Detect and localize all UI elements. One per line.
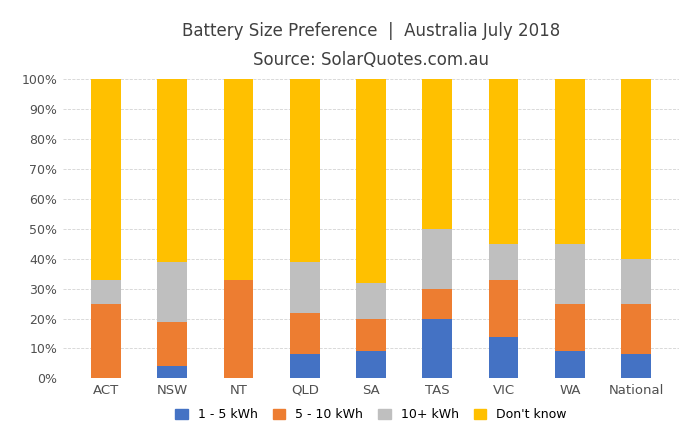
Bar — [422, 79, 452, 229]
Bar — [489, 337, 519, 378]
Bar — [91, 79, 121, 280]
Bar — [555, 352, 584, 378]
Bar — [422, 319, 452, 378]
Bar — [91, 280, 121, 304]
Bar — [158, 79, 187, 262]
Bar — [223, 79, 253, 280]
Bar — [422, 289, 452, 319]
Bar — [555, 244, 584, 304]
Bar — [290, 355, 320, 378]
Bar — [621, 304, 651, 355]
Bar — [158, 367, 187, 378]
Bar — [158, 322, 187, 367]
Bar — [290, 262, 320, 312]
Legend: 1 - 5 kWh, 5 - 10 kWh, 10+ kWh, Don't know: 1 - 5 kWh, 5 - 10 kWh, 10+ kWh, Don't kn… — [170, 403, 572, 426]
Bar — [489, 280, 519, 337]
Bar — [91, 304, 121, 378]
Bar — [356, 352, 386, 378]
Bar — [223, 280, 253, 378]
Bar — [290, 79, 320, 262]
Bar — [555, 304, 584, 352]
Title: Battery Size Preference  |  Australia July 2018
Source: SolarQuotes.com.au: Battery Size Preference | Australia July… — [182, 22, 560, 70]
Bar — [356, 79, 386, 282]
Bar — [422, 229, 452, 289]
Bar — [290, 312, 320, 355]
Bar — [158, 262, 187, 322]
Bar — [621, 259, 651, 304]
Bar — [621, 355, 651, 378]
Bar — [489, 79, 519, 244]
Bar — [489, 244, 519, 280]
Bar — [621, 79, 651, 259]
Bar — [555, 79, 584, 244]
Bar — [356, 282, 386, 319]
Bar — [356, 319, 386, 352]
